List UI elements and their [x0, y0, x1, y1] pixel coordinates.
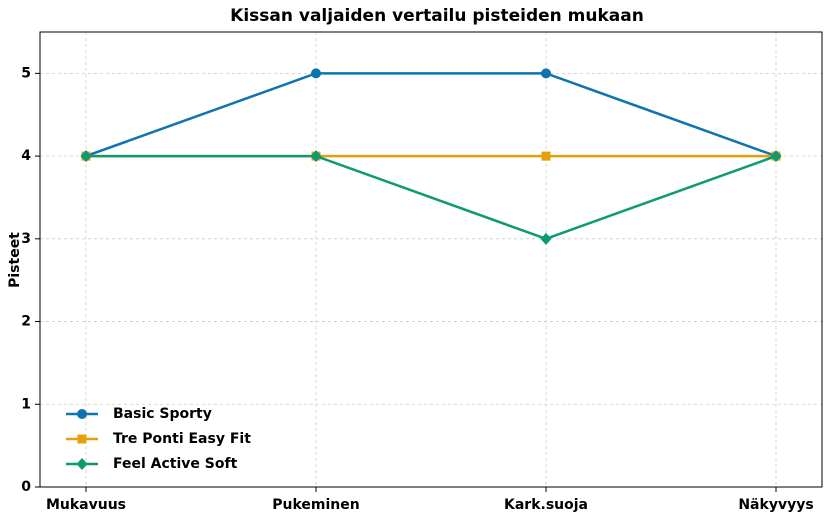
x-tick-label: Mukavuus — [46, 497, 126, 513]
y-tick-label: 5 — [21, 65, 31, 81]
y-tick-label: 2 — [21, 314, 31, 330]
legend-marker — [77, 434, 87, 444]
series-line — [85, 72, 777, 158]
legend-label: Basic Sporty — [113, 406, 212, 422]
data-point — [540, 232, 552, 245]
legend-marker — [77, 409, 87, 419]
y-tick-label: 3 — [21, 231, 31, 247]
data-point — [311, 68, 321, 79]
x-tick-label: Näkyvyys — [738, 497, 813, 513]
data-point — [310, 150, 322, 163]
y-axis-label: Pisteet — [7, 232, 23, 288]
legend-marker — [76, 458, 88, 470]
data-point — [541, 151, 551, 161]
legend-label: Feel Active Soft — [113, 456, 238, 472]
series-line — [86, 154, 777, 241]
y-tick-label: 1 — [21, 396, 31, 412]
y-tick-label: 4 — [21, 148, 31, 164]
plot-frame — [39, 31, 823, 488]
x-tick-label: Kark.suoja — [504, 497, 588, 513]
data-point — [80, 150, 92, 163]
data-point — [541, 68, 551, 79]
chart-title: Kissan valjaiden vertailu pisteiden muka… — [230, 6, 644, 26]
legend-label: Tre Ponti Easy Fit — [113, 431, 251, 447]
data-point — [770, 150, 782, 163]
x-tick-label: Pukeminen — [272, 497, 359, 513]
y-tick-label: 0 — [21, 479, 31, 495]
